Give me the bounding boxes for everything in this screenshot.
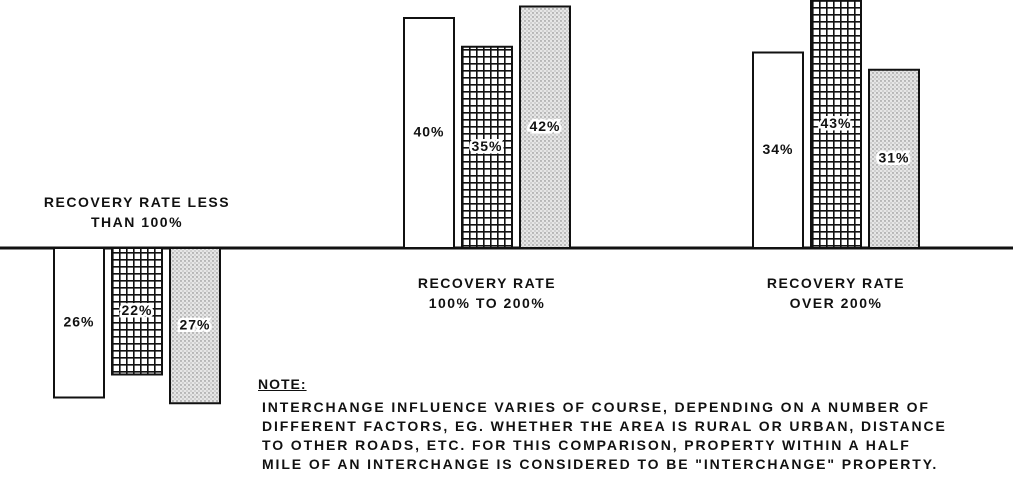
note-text: INTERCHANGE INFLUENCE VARIES OF COURSE, …	[262, 399, 947, 472]
bar	[810, 0, 862, 249]
bar	[169, 247, 221, 405]
category-label: RECOVERY RATE 100% TO 200%	[417, 275, 557, 311]
bar	[461, 45, 513, 249]
category-label: RECOVERY RATE LESS THAN 100%	[43, 194, 231, 230]
value-label: 27%	[179, 316, 210, 332]
value-label: 34%	[762, 141, 793, 157]
bar	[53, 247, 105, 399]
note-title: NOTE:	[258, 376, 307, 392]
value-label: 43%	[820, 115, 851, 131]
category-label: RECOVERY RATE OVER 200%	[766, 275, 906, 311]
value-label: 40%	[413, 124, 444, 140]
bar	[403, 17, 455, 249]
bar	[752, 51, 804, 249]
value-label: 22%	[121, 302, 152, 318]
value-label: 26%	[63, 313, 94, 329]
bar	[111, 247, 163, 376]
value-label: 42%	[529, 118, 560, 134]
bar	[868, 68, 920, 249]
value-label: 31%	[878, 150, 909, 166]
bar	[519, 5, 571, 249]
value-label: 35%	[471, 138, 502, 154]
